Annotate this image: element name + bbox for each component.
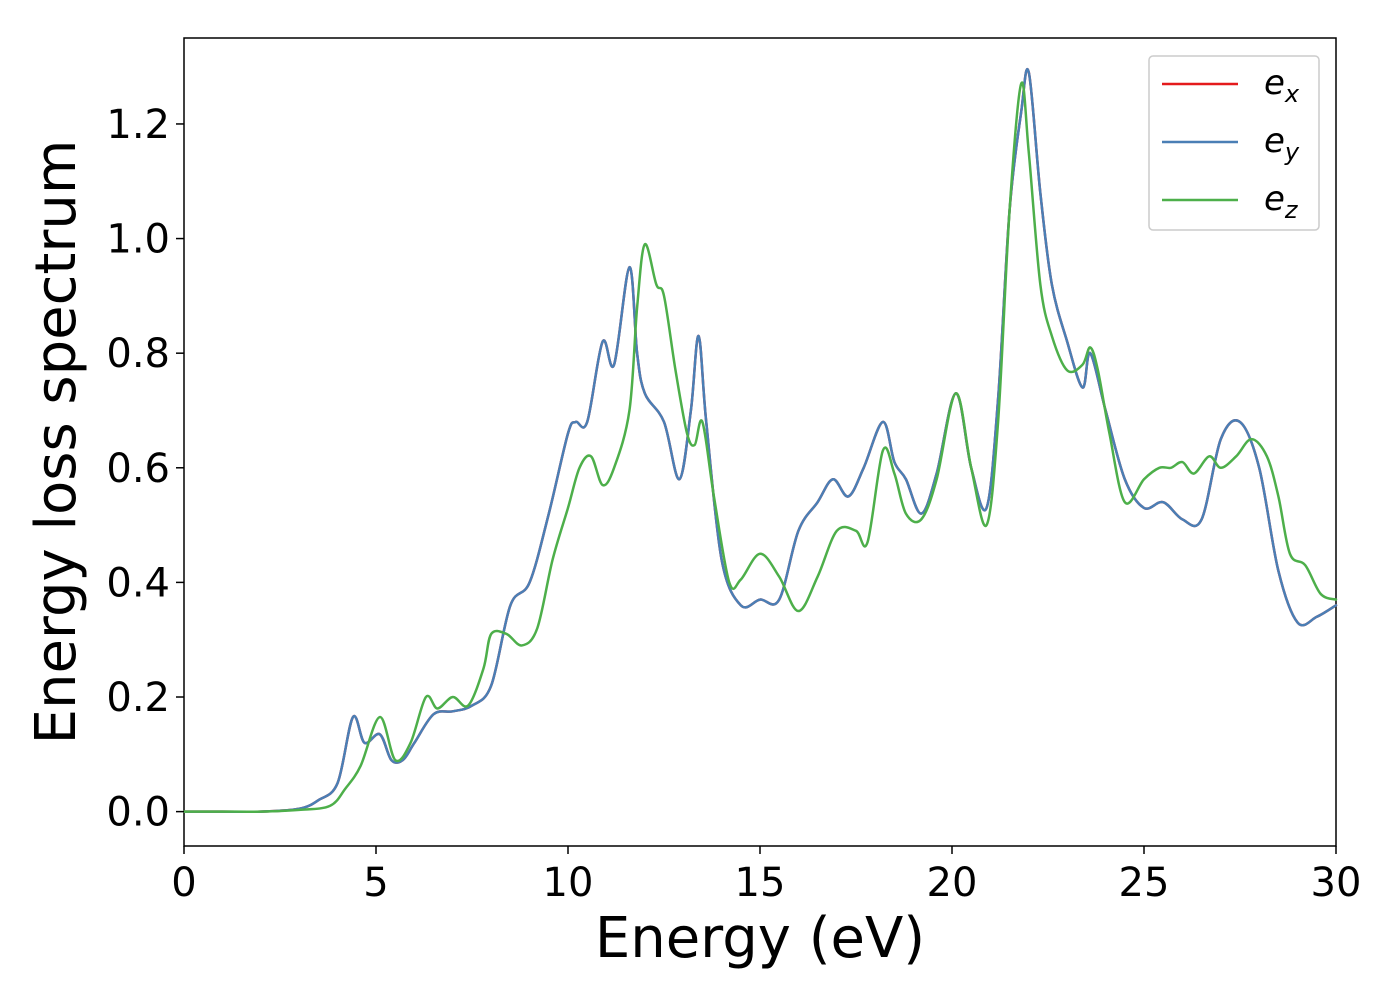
x-axis-ticks: 0 5 10 15 20 25 30 xyxy=(171,846,1361,906)
x-tick-label: 0 xyxy=(171,860,196,906)
y-tick-label: 0.8 xyxy=(106,331,170,377)
x-tick-label: 25 xyxy=(1119,860,1170,906)
x-tick-label: 5 xyxy=(363,860,388,906)
y-axis-ticks: 0.0 0.2 0.4 0.6 0.8 1.0 1.2 xyxy=(106,102,184,836)
x-tick-label: 20 xyxy=(927,860,978,906)
y-tick-label: 1.2 xyxy=(106,102,170,148)
x-tick-label: 30 xyxy=(1311,860,1362,906)
y-tick-label: 1.0 xyxy=(106,217,170,263)
y-tick-label: 0.0 xyxy=(106,790,170,836)
y-tick-label: 0.2 xyxy=(106,675,170,721)
y-tick-label: 0.4 xyxy=(106,560,170,606)
y-tick-label: 0.6 xyxy=(106,446,170,492)
x-tick-label: 15 xyxy=(735,860,786,906)
x-tick-label: 10 xyxy=(543,860,594,906)
y-axis-title: Energy loss spectrum xyxy=(24,140,89,745)
x-axis-title: Energy (eV) xyxy=(595,906,925,971)
